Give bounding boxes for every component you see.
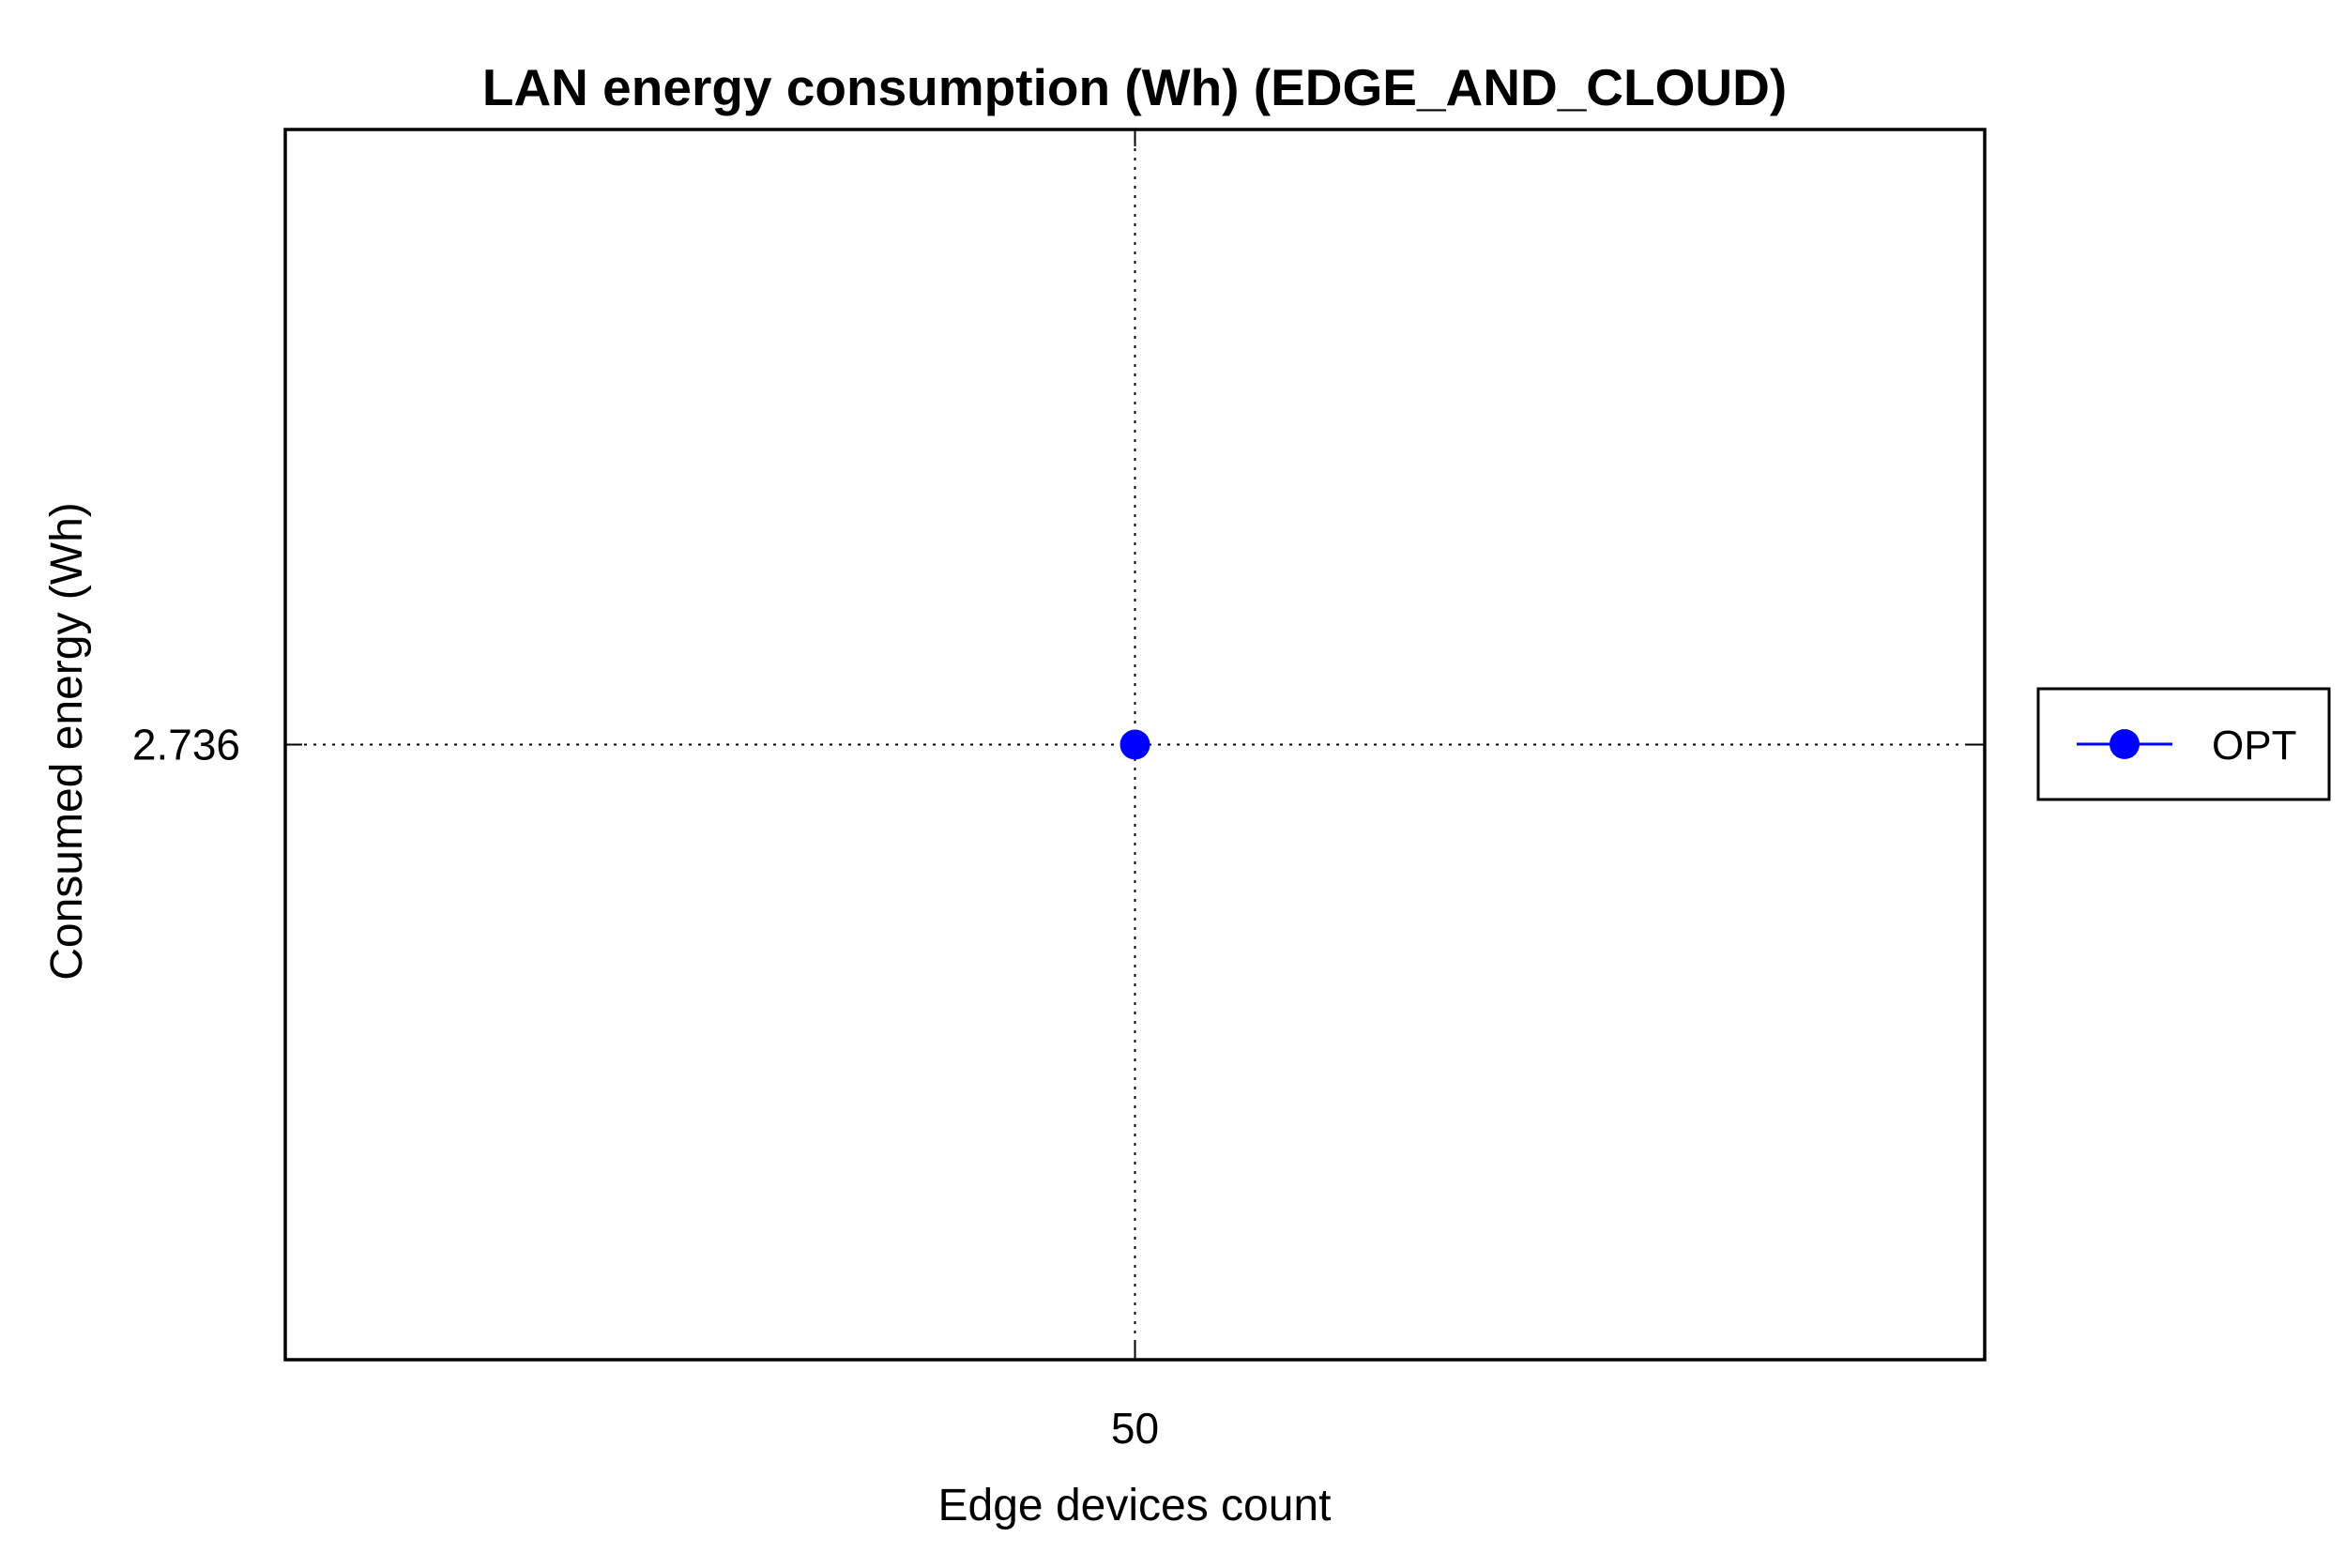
- grid-lines: [285, 129, 1985, 1360]
- chart-title: LAN energy consumption (Wh) (EDGE_AND_CL…: [482, 58, 1787, 116]
- legend-label-opt: OPT: [2212, 723, 2296, 769]
- data-point-opt: [1120, 729, 1150, 760]
- y-tick-label: 2.736: [132, 721, 240, 769]
- y-axis-label: Consumed energy (Wh): [42, 502, 92, 981]
- series-layer: [1120, 729, 1150, 760]
- legend: OPT: [2036, 687, 2331, 801]
- legend-marker-opt: [2110, 729, 2140, 759]
- axis-ticks: 50 2.736: [132, 129, 1985, 1453]
- x-tick-label: 50: [1111, 1404, 1159, 1453]
- x-axis-label: Edge devices count: [938, 1481, 1332, 1530]
